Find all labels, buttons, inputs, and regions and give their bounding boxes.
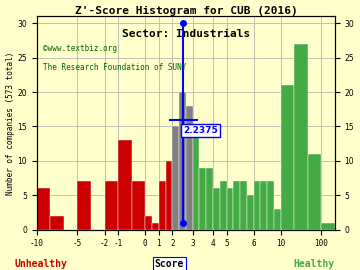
Bar [321,223,335,230]
Bar [199,168,206,230]
Bar [220,181,226,229]
Bar [77,181,91,229]
Bar [104,181,118,229]
Y-axis label: Number of companies (573 total): Number of companies (573 total) [5,51,14,195]
Text: ©www.textbiz.org: ©www.textbiz.org [43,44,117,53]
Bar [118,140,132,230]
Bar [254,181,260,229]
Bar [166,161,172,230]
Bar [37,188,50,230]
Bar [274,209,281,230]
Bar [247,195,254,229]
Bar [260,181,267,229]
Text: 2.2375: 2.2375 [183,126,218,135]
Bar [186,106,193,230]
Text: Healthy: Healthy [294,259,335,269]
Bar [281,85,294,230]
Bar [172,126,179,230]
Text: The Research Foundation of SUNY: The Research Foundation of SUNY [43,63,186,72]
Bar [159,181,166,229]
Bar [179,92,186,230]
Bar [233,181,240,229]
Bar [145,216,152,230]
Bar [152,223,159,230]
Bar [308,154,321,230]
Text: Unhealthy: Unhealthy [14,259,67,269]
Text: Sector: Industrials: Sector: Industrials [122,29,250,39]
Bar [226,188,233,230]
Bar [50,216,64,230]
Text: Score: Score [154,259,184,269]
Bar [132,181,145,229]
Bar [213,188,220,230]
Bar [267,181,274,229]
Bar [240,181,247,229]
Bar [294,44,308,230]
Bar [206,168,213,230]
Title: Z'-Score Histogram for CUB (2016): Z'-Score Histogram for CUB (2016) [75,6,297,16]
Bar [193,133,199,230]
